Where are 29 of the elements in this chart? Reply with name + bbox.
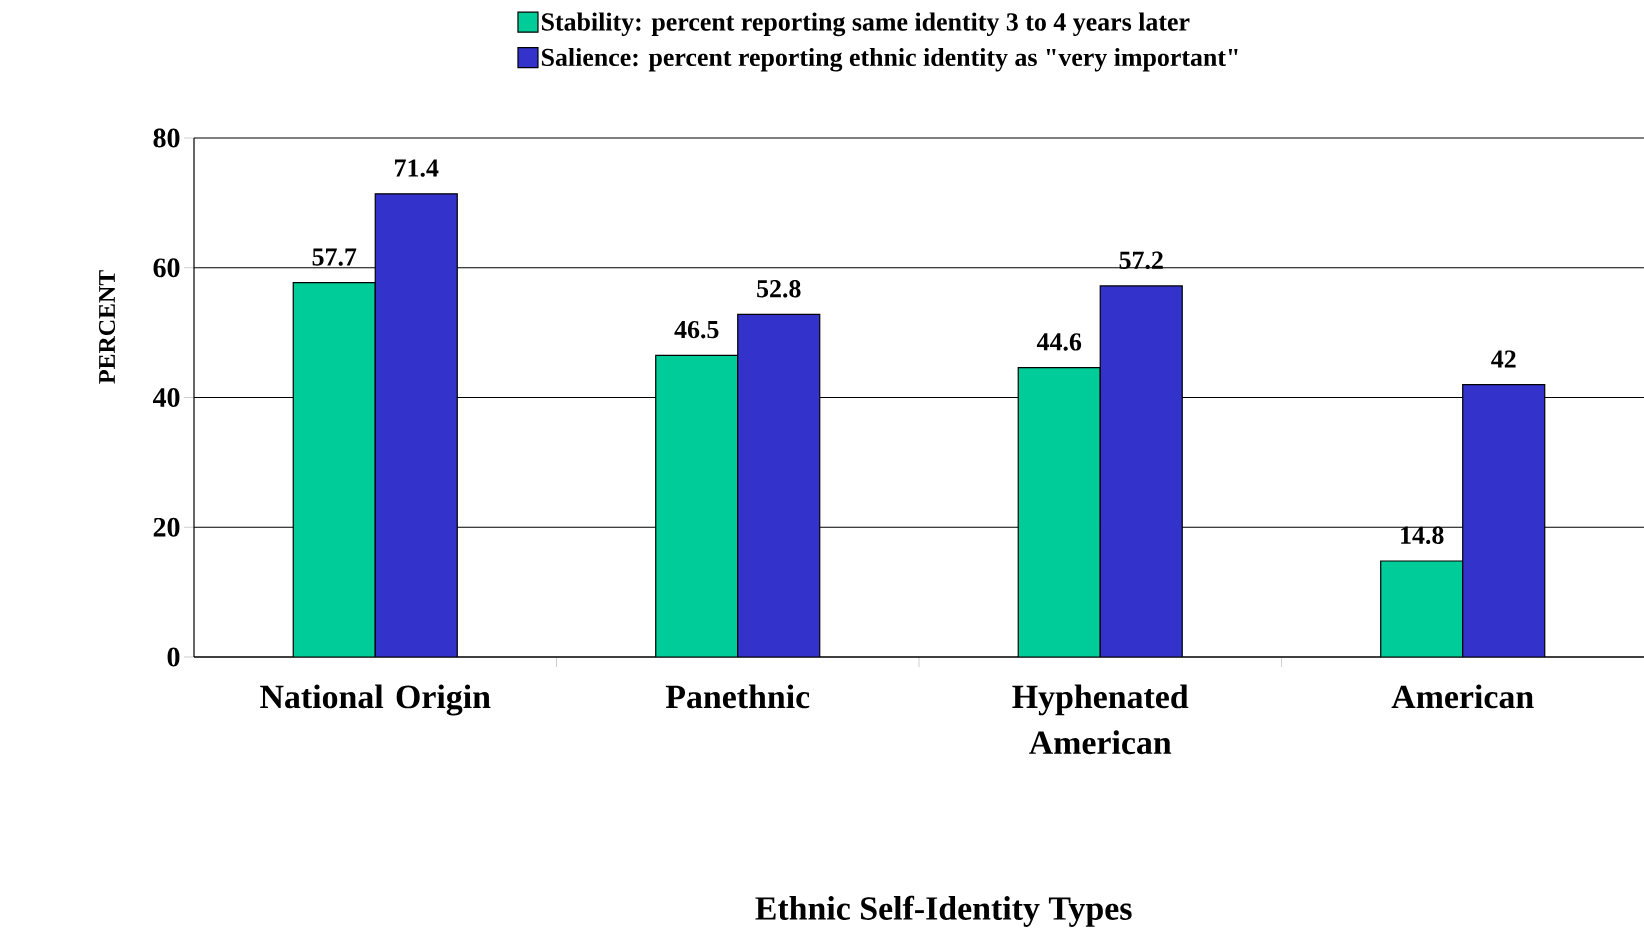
y-axis-title: PERCENT (98, 270, 116, 384)
data-label: 52.8 (757, 279, 801, 298)
bar (1017, 367, 1101, 657)
bar (655, 354, 739, 657)
x-tick-label: Hyphenated American (1012, 684, 1189, 755)
y-tick-label: 60 (153, 258, 180, 278)
bar (1099, 285, 1183, 657)
x-tick-label: American (1391, 684, 1534, 709)
y-tick-label: 40 (152, 388, 180, 407)
data-label: 57.2 (1119, 251, 1163, 269)
x-tick-label: Panethnic (665, 684, 810, 709)
bar (1380, 560, 1464, 657)
legend-label: Salience: percent reporting ethnic identity as "very important" (541, 47, 1238, 72)
legend-label: Stability: percent reporting same identity 3 to 4 years later (541, 12, 1190, 37)
y-tick-label: 0 (167, 647, 180, 667)
x-axis-title: Ethnic Self-Identity Types (755, 895, 1132, 927)
data-label: 46.5 (674, 320, 719, 339)
bar (737, 313, 821, 657)
bar (292, 282, 376, 657)
data-label: 57.7 (312, 248, 357, 266)
y-tick-label: 80 (153, 128, 180, 148)
data-label: 71.4 (395, 159, 439, 177)
data-label: 14.8 (1401, 526, 1444, 545)
bar (1462, 383, 1546, 657)
data-label: 42 (1491, 350, 1516, 368)
data-label: 44.6 (1036, 333, 1082, 351)
bar (374, 193, 458, 657)
y-tick-label: 20 (153, 517, 180, 537)
x-tick-label: National Origin (260, 684, 491, 716)
